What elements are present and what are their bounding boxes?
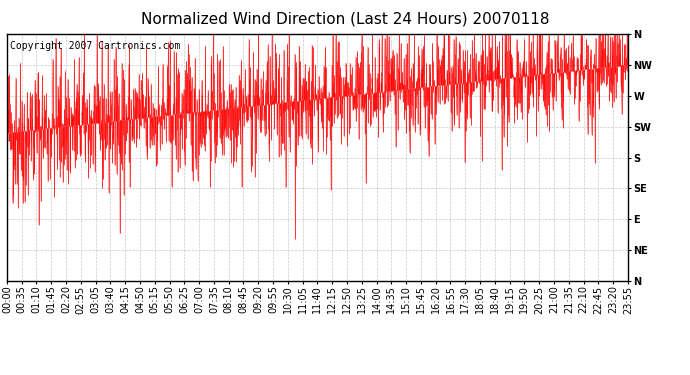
Text: Copyright 2007 Cartronics.com: Copyright 2007 Cartronics.com — [10, 41, 180, 51]
Text: Normalized Wind Direction (Last 24 Hours) 20070118: Normalized Wind Direction (Last 24 Hours… — [141, 11, 549, 26]
